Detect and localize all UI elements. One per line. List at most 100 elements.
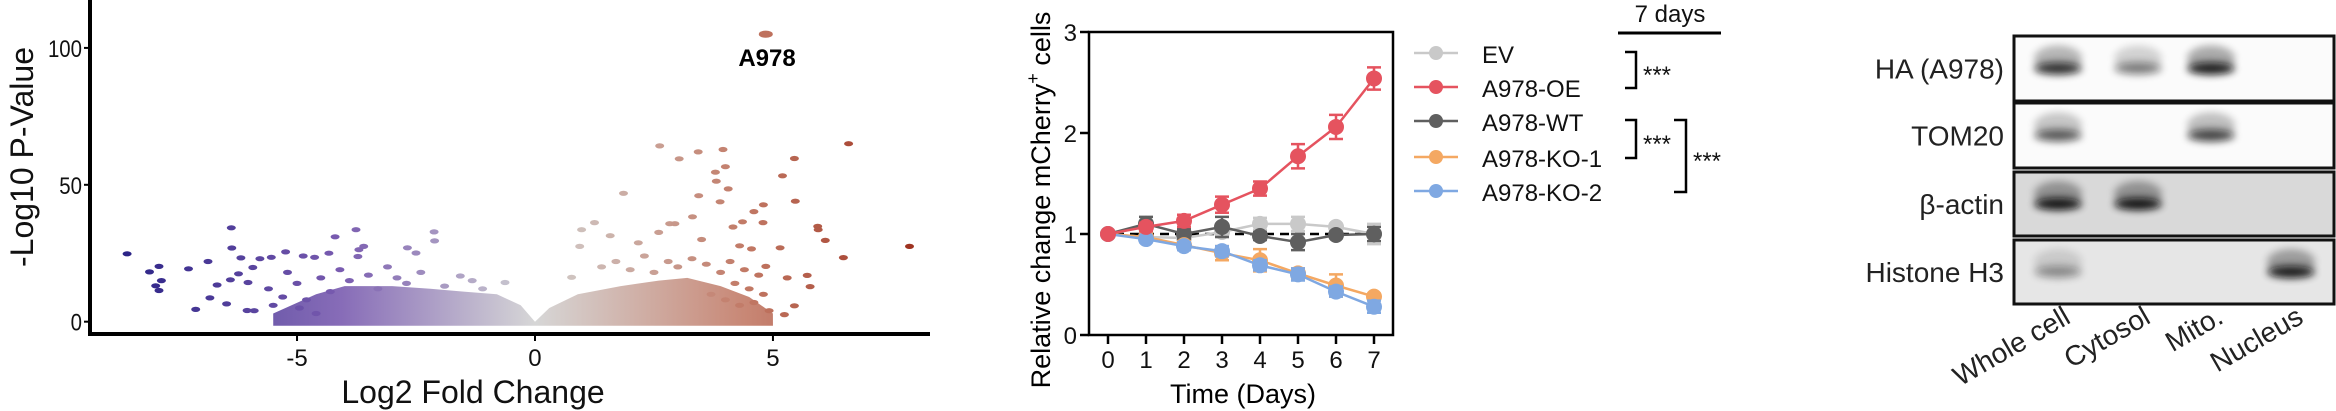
data-point [248, 264, 258, 271]
legend-label: A978-OE [1482, 76, 1581, 103]
data-point [227, 245, 237, 251]
data-point [205, 295, 215, 301]
data-point [1290, 148, 1306, 165]
protein-band [2187, 62, 2235, 75]
data-point [710, 169, 720, 175]
x-tick-label: 0 [1101, 347, 1114, 374]
data-point [292, 280, 302, 286]
data-point [723, 186, 733, 192]
data-point [1366, 298, 1382, 315]
volcano-ticks: 0 50 100 -5 0 5 [48, 35, 780, 372]
data-point [779, 312, 789, 318]
data-point [363, 272, 373, 278]
x-tick-label: 3 [1215, 347, 1228, 374]
data-point [440, 283, 450, 289]
data-point [266, 254, 276, 260]
protein-band [2267, 266, 2315, 278]
y-tick-label: 1 [1064, 222, 1077, 249]
data-point [730, 280, 740, 286]
data-point [430, 238, 440, 244]
legend-item-a978-oe: A978-OE [1414, 76, 1581, 103]
data-point [242, 307, 252, 314]
x-tick-label: 5 [766, 345, 779, 372]
y-tick-label: 2 [1064, 121, 1077, 148]
significance-bracket [1625, 50, 1638, 90]
lane-label: Cytosol [2059, 300, 2155, 374]
data-point [758, 291, 768, 297]
data-point [567, 274, 577, 280]
blot-row-label: HA (A978) [1875, 54, 2004, 85]
blot-row-tom20: TOM20 [1911, 101, 2336, 170]
data-point [577, 227, 587, 233]
data-point [255, 256, 265, 262]
x-tick-label: 2 [1177, 347, 1190, 374]
data-point [639, 253, 649, 259]
data-point [222, 301, 232, 307]
data-point [1214, 243, 1230, 260]
data-point [212, 282, 222, 288]
data-point [1176, 238, 1192, 255]
data-point [789, 155, 799, 162]
data-point [351, 227, 361, 233]
data-point [1252, 257, 1268, 274]
legend-label: A978-KO-2 [1482, 180, 1602, 207]
legend-marker [1429, 184, 1443, 198]
data-point [670, 221, 680, 227]
data-point [156, 278, 166, 284]
data-point [383, 264, 392, 270]
data-point [1176, 226, 1192, 242]
data-point [735, 243, 745, 249]
data-point [500, 279, 510, 286]
significance-label: *** [1643, 131, 1671, 158]
data-point [1290, 215, 1306, 232]
data-point [597, 264, 607, 270]
data-point [278, 294, 288, 300]
x-tick-label: 7 [1367, 347, 1380, 374]
data-point [354, 247, 364, 253]
legend-marker [1429, 150, 1443, 164]
y-tick-label: 50 [59, 172, 82, 199]
data-point [747, 246, 756, 252]
data-point [754, 272, 764, 278]
data-point [264, 286, 273, 292]
data-point [1328, 118, 1344, 135]
blot-row-label: Histone H3 [1865, 257, 2004, 288]
data-point [758, 202, 768, 208]
x-axis-title: Time (Days) [1170, 379, 1316, 409]
data-point [1252, 180, 1268, 197]
x-axis-title: Log2 Fold Change [341, 374, 604, 410]
data-point [802, 272, 812, 278]
data-point [316, 275, 326, 281]
series-line [1107, 77, 1375, 236]
data-point [711, 178, 721, 184]
line-chart-series [1100, 66, 1382, 315]
data-point [1214, 218, 1230, 235]
data-point [225, 277, 235, 283]
data-point [790, 198, 800, 204]
data-point [184, 266, 193, 272]
data-point [151, 283, 161, 289]
protein-band [2114, 62, 2162, 75]
data-point [694, 193, 704, 199]
data-point [294, 305, 304, 311]
y-tick-label: 0 [1064, 323, 1077, 350]
legend-item-a978-ko-1: A978-KO-1 [1414, 146, 1602, 173]
significance-bracket [1625, 118, 1638, 160]
data-point [706, 291, 716, 297]
data-point [728, 224, 738, 230]
blot-row-histone-h3: Histone H3 [1865, 238, 2336, 306]
data-point [1252, 228, 1268, 245]
data-point [1328, 227, 1344, 244]
data-point [715, 199, 725, 205]
data-point [775, 245, 785, 251]
dense-point-cloud [273, 277, 773, 326]
legend-item-a978-ko-2: A978-KO-2 [1414, 180, 1602, 207]
legend-item-ev: EV [1414, 42, 1514, 69]
data-point [813, 227, 823, 233]
data-point [226, 225, 236, 231]
x-tick-label: 1 [1139, 347, 1152, 374]
data-point [605, 233, 615, 239]
data-point [701, 261, 711, 267]
data-point [720, 164, 730, 170]
